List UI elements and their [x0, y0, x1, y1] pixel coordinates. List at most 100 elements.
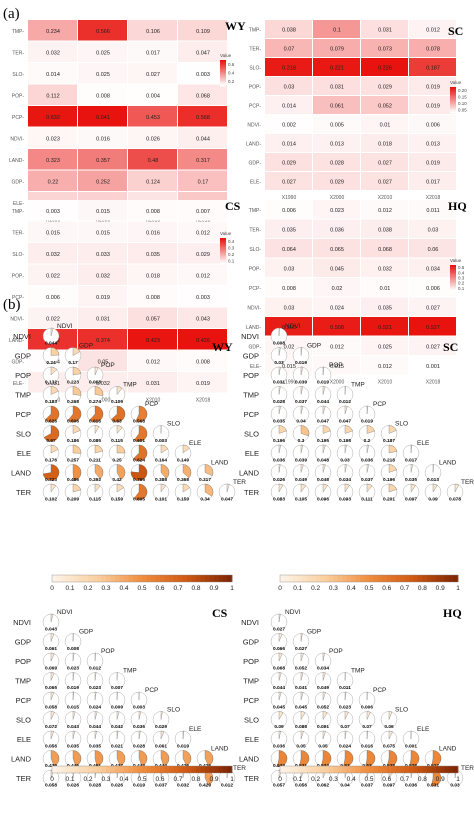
pie-glyph-wedge: [204, 750, 214, 766]
pie-glyph-wedge: [278, 425, 287, 434]
heatmap-cell-value: 0.032: [96, 381, 110, 387]
pie-glyph-wedge: [366, 483, 373, 493]
pie-column-label: LAND: [211, 460, 229, 467]
pie-colorbar-swatch: [431, 575, 437, 582]
heatmap-legend-tick: 0.3: [458, 276, 465, 281]
heatmap-legend-swatch: [450, 283, 456, 285]
heatmap-cell: [265, 20, 312, 38]
pie-column-label: GDP: [307, 629, 321, 636]
pie-colorbar-tick: 0.3: [329, 585, 338, 592]
heatmap-cs: TMP- 0.003 0.015 0.008 0.007 TER- 0.015 0.015 0.…: [9, 199, 241, 404]
heatmap-legend-swatch: [220, 67, 226, 70]
pie-colorbar-tick: 0.7: [400, 776, 409, 783]
pie-colorbar-swatch: [280, 575, 285, 582]
heatmap-legend-swatch: [220, 83, 226, 85]
pie-glyph-wedge: [50, 730, 54, 740]
heatmap-cell-value: 0.025: [378, 344, 392, 350]
pie-glyph-value: 0.268: [67, 399, 79, 405]
pie-colorbar-swatch: [315, 766, 321, 773]
pie-glyph: 0.037: [292, 386, 310, 405]
pie-glyph: 0.07: [358, 711, 376, 730]
heatmap-legend-swatch: [220, 63, 226, 66]
heatmap-legend-swatch: [220, 69, 226, 71]
pie-glyph-value: 0.057: [273, 783, 285, 789]
pie-colorbar-swatch: [337, 766, 343, 773]
pie-glyph: 0.268: [64, 386, 82, 405]
pie-glyph: 0.67: [42, 425, 60, 444]
heatmap-cell: [78, 149, 127, 170]
pie-glyph-value: 0.023: [89, 685, 101, 691]
pie-glyph-wedge: [278, 405, 281, 415]
pie-glyph: 0.42: [108, 464, 126, 483]
pie-colorbar-tick: 0: [278, 585, 282, 592]
pie-glyph: 0.019: [174, 730, 192, 750]
pie-glyph-wedge: [50, 386, 59, 395]
pie-colorbar-swatch: [106, 766, 111, 773]
pie-colorbar-swatch: [280, 766, 285, 773]
pie-glyph-value: 0.07: [340, 724, 350, 730]
pie-glyph-value: 0.023: [339, 705, 351, 711]
heatmap-legend-tick: 0.05: [458, 107, 467, 112]
pie-glyph: 0.039: [292, 366, 310, 386]
heatmap-cell-value: 0.018: [146, 273, 160, 279]
pie-colorbar-swatch: [128, 575, 134, 582]
pie-glyph-wedge: [50, 347, 60, 356]
heatmap-cell: [78, 264, 127, 285]
heatmap-legend-tick: 0.2: [228, 252, 235, 257]
pie-glyph-value: 0.533: [273, 763, 285, 769]
heatmap-cell-value: 0.112: [46, 93, 59, 99]
heatmap-cell: [178, 329, 227, 350]
pie-glyph-value: 0.009: [111, 705, 123, 711]
heatmap-sc: TMP- 0.038 0.1 0.031 0.012 TER- 0.07 0.079 0.073…: [246, 20, 467, 201]
heatmap-cell: [78, 63, 127, 84]
pie-colorbar-swatch: [364, 766, 370, 773]
pie-glyph-value: 0.037: [361, 783, 373, 789]
pie-glyph-wedge: [116, 711, 120, 720]
heatmap-cell: [361, 172, 408, 190]
heatmap-cell-value: 0.006: [426, 286, 440, 292]
pie-glyph: 0.257: [64, 444, 82, 464]
heatmap-legend-swatch: [220, 239, 226, 241]
pie-matrix-wy: WY NDVI 0.044 NDVI GDP 0.24 0.17 GDP POP 0.132 0.2…: [11, 323, 246, 592]
heatmap-cell-value: 0.032: [96, 273, 110, 279]
pie-row-label: TMP: [243, 391, 259, 400]
pie-row-label: TMP: [243, 677, 259, 686]
pie-glyph-value: 0.012: [339, 399, 351, 405]
heatmap-cell: [361, 77, 408, 95]
heatmap-cell: [361, 219, 408, 238]
pie-colorbar-swatch: [440, 766, 446, 773]
heatmap-cell-value: 0.374: [96, 338, 110, 344]
heatmap-cell: [265, 96, 312, 114]
pie-glyph-value: 0.115: [89, 497, 101, 503]
pie-colorbar-tick: 0.8: [191, 585, 200, 592]
heatmap-row-label: POP-: [249, 266, 262, 272]
pie-glyph: 0.24: [42, 347, 60, 366]
heatmap-region-tag: WY: [225, 19, 246, 33]
heatmap-cell: [265, 77, 312, 95]
heatmap-cell: [361, 239, 408, 258]
heatmap-legend-tick: 0.4: [228, 239, 235, 244]
heatmap-legend-swatch: [450, 88, 456, 90]
heatmap-legend-swatch: [220, 65, 226, 67]
heatmap-legend-swatch: [220, 258, 226, 261]
pie-row-label: GDP: [243, 638, 259, 647]
heatmap-cell: [178, 127, 227, 148]
pie-glyph-wedge: [94, 366, 99, 376]
heatmap-row-label: TMP-: [249, 208, 262, 214]
pie-glyph-wedge: [344, 405, 348, 415]
heatmap-cell: [313, 115, 360, 133]
heatmap-cell: [128, 372, 177, 393]
heatmap-row-label: TMP-: [249, 28, 262, 34]
pie-glyph: 0.723: [42, 464, 60, 483]
pie-colorbar-tick: 1: [230, 585, 234, 592]
pie-colorbar-swatch: [360, 766, 365, 773]
pie-glyph: 0.187: [380, 425, 398, 444]
pie-glyph: 0.17: [64, 347, 82, 366]
heatmap-cell: [313, 317, 360, 336]
pie-glyph: 0.083: [270, 483, 288, 503]
heatmap-column-label: X2010: [146, 398, 161, 404]
heatmap-cell: [178, 372, 227, 393]
pie-glyph-value: 0.201: [383, 497, 395, 503]
heatmap-cell-value: 0.014: [282, 104, 296, 110]
pie-colorbar-tick: 1: [230, 776, 234, 783]
